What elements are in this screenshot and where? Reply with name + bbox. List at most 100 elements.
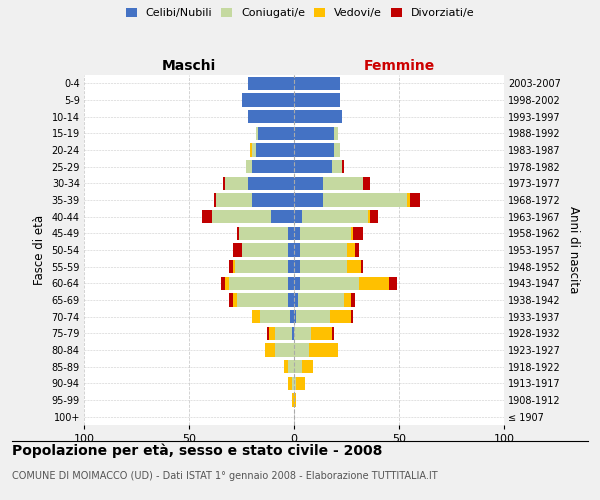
Bar: [288, 294, 294, 306]
Bar: [250, 144, 252, 156]
Bar: [359, 276, 389, 290]
Bar: [332, 160, 342, 173]
Bar: [361, 260, 364, 274]
Bar: [241, 94, 294, 106]
Bar: [248, 110, 294, 124]
Bar: [275, 326, 292, 340]
Bar: [301, 260, 347, 274]
Bar: [259, 126, 294, 140]
Bar: [292, 376, 294, 390]
Bar: [294, 310, 296, 324]
Bar: [239, 226, 288, 240]
Bar: [330, 310, 350, 324]
Bar: [252, 160, 294, 173]
Bar: [309, 344, 338, 356]
Bar: [288, 244, 294, 256]
Bar: [353, 226, 364, 240]
Bar: [323, 176, 363, 190]
Bar: [233, 260, 235, 274]
Bar: [294, 176, 323, 190]
Bar: [301, 276, 359, 290]
Bar: [407, 194, 409, 206]
Bar: [294, 326, 311, 340]
Bar: [334, 126, 338, 140]
Bar: [288, 276, 294, 290]
Bar: [301, 226, 351, 240]
Y-axis label: Fasce di età: Fasce di età: [33, 215, 46, 285]
Bar: [288, 226, 294, 240]
Bar: [290, 310, 294, 324]
Bar: [217, 194, 252, 206]
Bar: [294, 194, 323, 206]
Bar: [294, 260, 301, 274]
Bar: [238, 294, 288, 306]
Bar: [284, 360, 288, 374]
Bar: [288, 360, 294, 374]
Bar: [214, 194, 217, 206]
Bar: [294, 360, 302, 374]
Bar: [248, 176, 294, 190]
Bar: [252, 310, 260, 324]
Bar: [229, 276, 288, 290]
Bar: [389, 276, 397, 290]
Bar: [294, 376, 296, 390]
Bar: [350, 226, 353, 240]
Bar: [311, 326, 332, 340]
Bar: [294, 94, 340, 106]
Bar: [301, 244, 347, 256]
Bar: [246, 160, 252, 173]
Bar: [252, 194, 294, 206]
Bar: [294, 76, 340, 90]
Text: COMUNE DI MOIMACCO (UD) - Dati ISTAT 1° gennaio 2008 - Elaborazione TUTTITALIA.I: COMUNE DI MOIMACCO (UD) - Dati ISTAT 1° …: [12, 471, 437, 481]
Bar: [344, 294, 350, 306]
Bar: [294, 344, 309, 356]
Bar: [355, 244, 359, 256]
Bar: [233, 294, 238, 306]
Text: Popolazione per età, sesso e stato civile - 2008: Popolazione per età, sesso e stato civil…: [12, 444, 382, 458]
Bar: [256, 126, 259, 140]
Bar: [288, 260, 294, 274]
Bar: [266, 326, 269, 340]
Bar: [225, 176, 248, 190]
Bar: [229, 260, 233, 274]
Bar: [347, 244, 355, 256]
Bar: [409, 194, 420, 206]
Text: Maschi: Maschi: [162, 58, 216, 72]
Bar: [238, 226, 239, 240]
Bar: [294, 294, 298, 306]
Bar: [342, 160, 344, 173]
Bar: [334, 144, 340, 156]
Bar: [294, 226, 301, 240]
Bar: [350, 310, 353, 324]
Bar: [294, 394, 296, 406]
Bar: [332, 326, 334, 340]
Legend: Celibi/Nubili, Coniugati/e, Vedovi/e, Divorziati/e: Celibi/Nubili, Coniugati/e, Vedovi/e, Di…: [124, 6, 476, 20]
Text: Femmine: Femmine: [364, 58, 434, 72]
Bar: [370, 210, 378, 224]
Bar: [350, 294, 355, 306]
Bar: [252, 144, 256, 156]
Bar: [275, 344, 294, 356]
Bar: [294, 144, 334, 156]
Bar: [294, 244, 301, 256]
Bar: [294, 210, 302, 224]
Bar: [288, 376, 292, 390]
Bar: [302, 210, 367, 224]
Bar: [221, 276, 224, 290]
Bar: [241, 244, 288, 256]
Bar: [296, 376, 305, 390]
Bar: [296, 310, 330, 324]
Bar: [235, 260, 288, 274]
Bar: [292, 326, 294, 340]
Bar: [294, 110, 342, 124]
Bar: [269, 326, 275, 340]
Bar: [224, 276, 229, 290]
Bar: [294, 276, 301, 290]
Bar: [271, 210, 294, 224]
Bar: [260, 310, 290, 324]
Bar: [265, 344, 275, 356]
Bar: [202, 210, 212, 224]
Bar: [367, 210, 370, 224]
Bar: [364, 176, 370, 190]
Bar: [323, 194, 407, 206]
